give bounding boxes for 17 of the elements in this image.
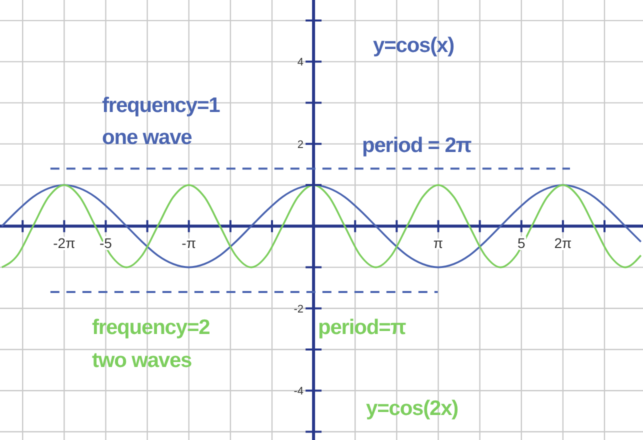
annotation: two waves	[92, 349, 192, 372]
annotation: period = 2π	[362, 134, 472, 157]
annotation: period=π	[318, 316, 406, 339]
x-tick-label: π	[433, 235, 444, 252]
annotation: frequency=2	[92, 316, 210, 339]
x-tick-label: 2π	[554, 235, 572, 252]
x-tick-label: -2π	[53, 235, 76, 252]
annotation: frequency=1	[102, 94, 221, 117]
y-tick-label: -2	[294, 303, 304, 316]
annotation: one wave	[102, 126, 192, 149]
annotation: y=cos(2x)	[366, 397, 458, 420]
annotation: y=cos(x)	[373, 34, 454, 57]
line-series	[0, 184, 642, 268]
y-tick-label: -4	[294, 386, 304, 398]
x-tick-label: -π	[182, 235, 196, 252]
y-tick-label: 4	[297, 56, 304, 69]
y-tick-label: 2	[297, 138, 304, 151]
